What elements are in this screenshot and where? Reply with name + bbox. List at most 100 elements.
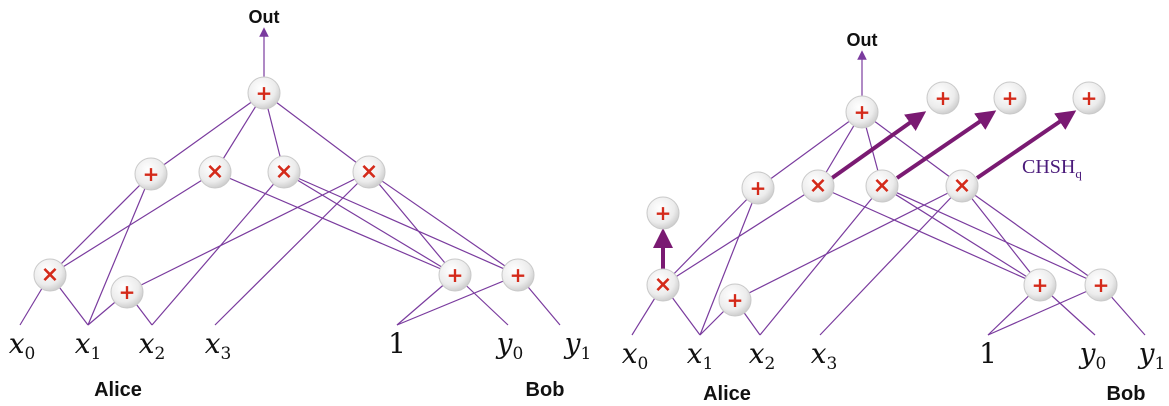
wire — [283, 171, 519, 276]
times-symbol: × — [275, 160, 293, 185]
wire — [819, 185, 963, 336]
bob-label: Bob — [1107, 383, 1146, 405]
input-x0: x0 — [622, 337, 649, 374]
wire — [734, 185, 963, 301]
plus-symbol: + — [447, 263, 464, 287]
right-labels: Out CHSHq x0 x1 x2 x3 1 y0 y1 Alice Bob — [622, 30, 1166, 405]
plus-symbol: + — [854, 100, 871, 124]
plus-symbol: + — [727, 288, 744, 312]
plus-gate: + — [247, 76, 281, 110]
wire — [214, 171, 370, 326]
plus-gate: + — [741, 171, 775, 205]
wire — [283, 171, 456, 276]
out-label: Out — [847, 30, 878, 50]
right-gates: + + × × × × + + + + + + + — [646, 81, 1118, 317]
wire — [987, 284, 1102, 336]
times-gate: × — [801, 169, 835, 203]
plus-gate: + — [501, 258, 535, 292]
times-symbol: × — [654, 273, 672, 298]
input-x3: x3 — [205, 327, 232, 364]
times-gate: × — [646, 268, 680, 302]
wire — [861, 111, 963, 187]
plus-symbol: + — [655, 201, 672, 225]
plus-gate: + — [134, 157, 168, 191]
input-y0: y0 — [495, 327, 524, 364]
wire — [214, 171, 456, 276]
plus-symbol: + — [1032, 273, 1049, 297]
wire — [817, 185, 1041, 286]
plus-symbol: + — [143, 162, 160, 186]
wire — [151, 171, 285, 326]
times-gate: × — [945, 169, 979, 203]
times-gate: × — [198, 155, 232, 189]
plus-symbol: + — [1093, 273, 1110, 297]
input-x1: x1 — [75, 327, 102, 364]
left-gates: + + × × × × + + + — [33, 76, 535, 309]
right-circuit: + + × × × × + + + + + + + Out CHSHq x0 x… — [622, 30, 1166, 405]
plus-symbol: + — [1081, 86, 1098, 110]
input-x2: x2 — [139, 327, 166, 364]
wire — [368, 171, 519, 276]
input-y0: y0 — [1078, 337, 1107, 374]
times-symbol: × — [873, 174, 891, 199]
plus-symbol: + — [935, 86, 952, 110]
times-gate: × — [33, 258, 67, 292]
alice-label: Alice — [703, 383, 751, 405]
times-gate: × — [267, 155, 301, 189]
times-symbol: × — [360, 160, 378, 185]
plus-gate: + — [110, 275, 144, 309]
wire — [49, 173, 152, 276]
plus-gate: + — [718, 283, 752, 317]
input-x3: x3 — [811, 337, 838, 374]
left-circuit: + + × × × × + + + Out x0 x1 x2 x3 1 y0 y… — [9, 7, 592, 401]
wire — [961, 185, 1041, 286]
input-x0: x0 — [9, 327, 36, 364]
wire — [662, 187, 759, 286]
plus-symbol: + — [1002, 86, 1019, 110]
plus-symbol: + — [119, 280, 136, 304]
chsh-label: CHSHq — [1022, 156, 1082, 181]
wire — [126, 171, 370, 293]
chsh-arrow — [895, 110, 997, 180]
input-one: 1 — [979, 337, 997, 370]
bob-label: Bob — [526, 379, 565, 401]
input-one: 1 — [388, 327, 406, 360]
plus-gate: + — [438, 258, 472, 292]
times-symbol: × — [41, 263, 59, 288]
wire — [757, 111, 863, 189]
input-y1: y1 — [1137, 337, 1166, 374]
plus-symbol: + — [256, 81, 273, 105]
plus-gate: + — [1072, 81, 1106, 115]
left-labels: Out x0 x1 x2 x3 1 y0 y1 Alice Bob — [9, 7, 592, 401]
out-label: Out — [249, 7, 280, 27]
wire — [263, 92, 370, 173]
plus-symbol: + — [750, 176, 767, 200]
times-gate: × — [865, 169, 899, 203]
wire — [961, 185, 1102, 286]
wire — [396, 274, 519, 326]
input-y1: y1 — [563, 327, 592, 364]
plus-gate: + — [845, 95, 879, 129]
plus-gate: + — [646, 196, 680, 230]
times-symbol: × — [809, 174, 827, 199]
wire — [881, 185, 1041, 286]
right-wires — [631, 50, 1146, 336]
plus-gate: + — [1084, 268, 1118, 302]
wire — [759, 185, 883, 336]
input-x2: x2 — [749, 337, 776, 374]
times-symbol: × — [953, 174, 971, 199]
chsh-arrow — [975, 110, 1077, 180]
wire — [881, 185, 1102, 286]
plus-symbol: + — [510, 263, 527, 287]
plus-gate: + — [1023, 268, 1057, 302]
plus-gate: + — [993, 81, 1027, 115]
wire — [150, 92, 265, 175]
wire — [699, 187, 759, 336]
wire — [49, 171, 216, 276]
chsh-arrow — [830, 111, 927, 180]
wire — [87, 173, 152, 326]
wire — [662, 185, 819, 286]
input-x1: x1 — [687, 337, 714, 374]
alice-label: Alice — [94, 379, 142, 401]
